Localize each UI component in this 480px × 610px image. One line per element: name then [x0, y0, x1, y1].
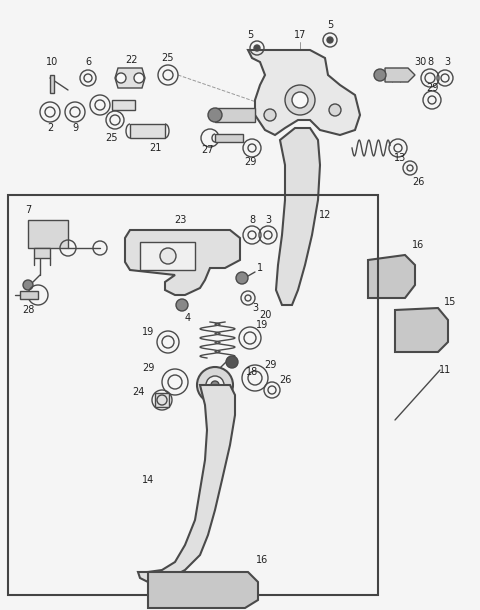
Polygon shape: [368, 255, 415, 298]
Text: 25: 25: [162, 53, 174, 63]
Text: 3: 3: [252, 303, 258, 313]
Circle shape: [285, 85, 315, 115]
Text: 6: 6: [85, 57, 91, 67]
Circle shape: [327, 37, 333, 43]
Text: 26: 26: [279, 375, 291, 385]
Text: 30: 30: [414, 57, 426, 67]
Text: 4: 4: [185, 313, 191, 323]
Text: 5: 5: [247, 30, 253, 40]
Circle shape: [374, 69, 386, 81]
Bar: [50, 75, 54, 93]
Circle shape: [211, 381, 219, 389]
Bar: [20, 291, 38, 299]
Text: 19: 19: [256, 320, 268, 330]
Polygon shape: [248, 50, 360, 135]
Text: 27: 27: [201, 145, 213, 155]
Text: 14: 14: [142, 475, 154, 485]
Text: 28: 28: [22, 305, 34, 315]
Text: 16: 16: [256, 555, 268, 565]
Text: 29: 29: [426, 83, 438, 93]
Text: 22: 22: [126, 55, 138, 65]
Text: 11: 11: [439, 365, 451, 375]
Polygon shape: [138, 385, 235, 582]
Text: 15: 15: [444, 297, 456, 307]
Bar: [28, 220, 68, 248]
Circle shape: [226, 356, 238, 368]
Bar: [215, 134, 243, 142]
Text: 25: 25: [106, 133, 118, 143]
Circle shape: [160, 248, 176, 264]
Text: 29: 29: [244, 157, 256, 167]
Polygon shape: [112, 100, 135, 110]
Circle shape: [197, 367, 233, 403]
Text: 2: 2: [47, 123, 53, 133]
Text: 20: 20: [259, 310, 271, 320]
Text: 18: 18: [246, 367, 258, 377]
Circle shape: [206, 376, 224, 394]
Polygon shape: [115, 68, 145, 88]
Text: 10: 10: [46, 57, 58, 67]
Text: 17: 17: [294, 30, 306, 40]
Text: 19: 19: [142, 327, 154, 337]
Circle shape: [176, 299, 188, 311]
Text: 29: 29: [264, 360, 276, 370]
Circle shape: [264, 109, 276, 121]
Bar: [8, 195, 378, 595]
Text: 1: 1: [257, 263, 263, 273]
Text: 29: 29: [142, 363, 154, 373]
Circle shape: [236, 272, 248, 284]
Circle shape: [292, 92, 308, 108]
Polygon shape: [276, 128, 320, 305]
Polygon shape: [385, 68, 415, 82]
Text: 13: 13: [394, 153, 406, 163]
Circle shape: [116, 73, 126, 83]
Text: 26: 26: [412, 177, 424, 187]
Text: 24: 24: [132, 387, 144, 397]
Text: 12: 12: [319, 210, 331, 220]
Bar: [155, 393, 169, 407]
Circle shape: [254, 45, 260, 51]
Text: 16: 16: [412, 240, 424, 250]
Polygon shape: [215, 108, 255, 122]
Polygon shape: [125, 230, 240, 295]
Circle shape: [208, 108, 222, 122]
Bar: [140, 242, 195, 270]
Text: 21: 21: [149, 143, 161, 153]
Circle shape: [134, 73, 144, 83]
Polygon shape: [130, 124, 165, 138]
Polygon shape: [148, 572, 258, 608]
Text: 3: 3: [444, 57, 450, 67]
Polygon shape: [395, 308, 448, 352]
Text: 8: 8: [427, 57, 433, 67]
Text: 3: 3: [265, 215, 271, 225]
Circle shape: [329, 104, 341, 116]
Circle shape: [23, 280, 33, 290]
Text: 7: 7: [25, 205, 31, 215]
Text: 23: 23: [174, 215, 186, 225]
Bar: [34, 248, 50, 258]
Text: 8: 8: [249, 215, 255, 225]
Text: 5: 5: [327, 20, 333, 30]
Text: 9: 9: [72, 123, 78, 133]
